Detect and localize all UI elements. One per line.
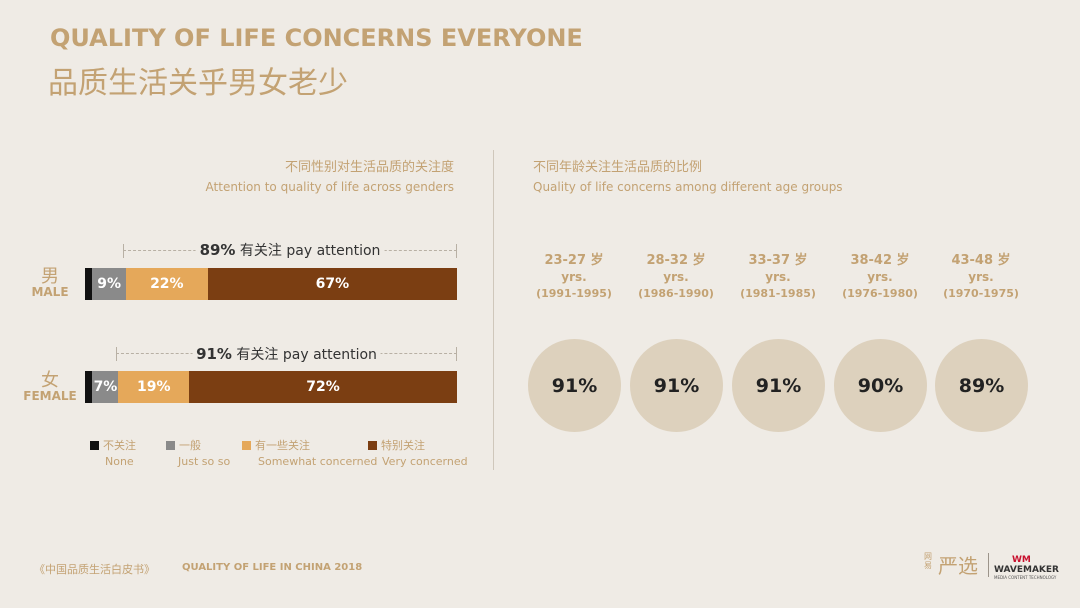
bar-segment: 72%	[189, 371, 457, 403]
page-title-en: QUALITY OF LIFE CONCERNS EVERYONE	[50, 24, 583, 52]
legend-swatch	[368, 441, 377, 450]
age-group-header: 38-42 岁 yrs. (1976-1980)	[832, 249, 928, 300]
legend-label-cn: 不关注	[103, 439, 136, 452]
pay-attention-total: 89%	[199, 241, 236, 259]
legend-swatch	[166, 441, 175, 450]
age-value-circle: 89%	[935, 339, 1028, 432]
age-value-circle: 91%	[732, 339, 825, 432]
panel-divider	[493, 150, 494, 470]
pay-attention-suffix: 有关注 pay attention	[236, 347, 377, 363]
age-group-header: 43-48 岁 yrs. (1970-1975)	[933, 249, 1029, 300]
age-birth-years: (1991-1995)	[536, 287, 612, 300]
page-title-cn: 品质生活关乎男女老少	[48, 66, 348, 101]
netease-logo-text: 网易	[924, 552, 932, 570]
age-value-circle: 90%	[834, 339, 927, 432]
age-yrs-label: yrs.	[968, 270, 994, 284]
bar-segment: 67%	[207, 268, 457, 300]
footer-source-en: QUALITY OF LIFE IN CHINA 2018	[182, 562, 363, 573]
age-yrs-label: yrs.	[663, 270, 689, 284]
wavemaker-logo-mark: WM	[1012, 555, 1031, 565]
legend-label-cn: 有一些关注	[255, 439, 310, 452]
age-group-header: 23-27 岁 yrs. (1991-1995)	[526, 249, 622, 300]
stacked-bar: 9% 22% 67%	[85, 268, 457, 300]
age-range-label: 33-37 岁	[748, 253, 808, 268]
legend-label-en: Very concerned	[382, 455, 468, 468]
stacked-bar: 7% 19% 72%	[85, 371, 457, 403]
age-group-header: 28-32 岁 yrs. (1986-1990)	[628, 249, 724, 300]
bar-segment	[85, 371, 93, 403]
pay-attention-suffix: 有关注 pay attention	[239, 243, 381, 259]
age-birth-years: (1976-1980)	[842, 287, 918, 300]
age-birth-years: (1981-1985)	[740, 287, 816, 300]
bar-segment: 22%	[125, 268, 208, 300]
legend-swatch	[242, 441, 251, 450]
age-range-label: 23-27 岁	[544, 253, 604, 268]
wavemaker-tagline: MEDIA CONTENT TECHNOLOGY	[994, 575, 1057, 580]
age-range-label: 38-42 岁	[850, 253, 910, 268]
age-panel-title-cn: 不同年龄关注生活品质的比例	[533, 160, 703, 175]
pay-attention-total: 91%	[196, 345, 232, 363]
footer-source-cn: 《中国品质生活白皮书》	[34, 563, 155, 576]
age-group-header: 33-37 岁 yrs. (1981-1985)	[730, 249, 826, 300]
legend-label-cn: 特别关注	[381, 439, 425, 452]
pay-attention-label: 89% 有关注 pay attention	[195, 240, 385, 260]
gender-label-en: MALE	[31, 285, 69, 299]
legend-label-cn: 一般	[179, 439, 201, 452]
legend-label-en: Just so so	[178, 455, 231, 468]
age-value-circle: 91%	[630, 339, 723, 432]
age-value-circle: 91%	[528, 339, 621, 432]
gender-panel-title-en: Attention to quality of life across gend…	[205, 180, 454, 194]
age-birth-years: (1970-1975)	[943, 287, 1019, 300]
pay-attention-label: 91% 有关注 pay attention	[192, 344, 381, 364]
age-yrs-label: yrs.	[765, 270, 791, 284]
legend-item: 不关注	[90, 437, 136, 453]
gender-panel-title-cn: 不同性别对生活品质的关注度	[284, 160, 454, 175]
age-panel-title-en: Quality of life concerns among different…	[533, 180, 843, 194]
legend-item: 有一些关注	[242, 437, 310, 453]
legend-label-en: None	[105, 455, 134, 468]
bar-segment: 9%	[92, 268, 126, 300]
gender-label-en: FEMALE	[23, 389, 77, 403]
legend-swatch	[90, 441, 99, 450]
brand-separator	[988, 553, 989, 577]
wavemaker-logo-name: WAVEMAKER	[994, 565, 1059, 575]
bar-segment	[85, 268, 93, 300]
yanxuan-logo: 严选	[938, 554, 978, 578]
age-yrs-label: yrs.	[561, 270, 587, 284]
legend-item: 一般	[166, 437, 201, 453]
bar-segment: 7%	[92, 371, 119, 403]
gender-label-cn: 男	[41, 266, 59, 287]
legend-item: 特别关注	[368, 437, 425, 453]
legend-label-en: Somewhat concerned	[258, 455, 378, 468]
age-range-label: 28-32 岁	[646, 253, 706, 268]
gender-label-cn: 女	[41, 370, 59, 391]
age-range-label: 43-48 岁	[951, 253, 1011, 268]
age-yrs-label: yrs.	[867, 270, 893, 284]
age-birth-years: (1986-1990)	[638, 287, 714, 300]
bar-segment: 19%	[118, 371, 190, 403]
